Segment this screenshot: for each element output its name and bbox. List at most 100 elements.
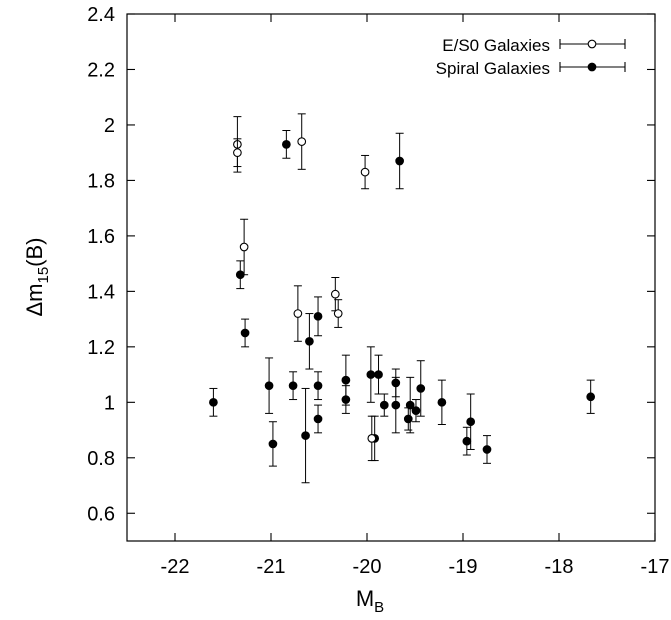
x-tick-label: -19 [449, 556, 478, 578]
spiral-galaxy-point [209, 387, 218, 417]
filled-circle-marker [313, 414, 323, 424]
es0-galaxy-point [333, 299, 343, 328]
x-axis-ticks: -22 -21 -20 -19 -18 -17 [161, 14, 670, 578]
open-circle-marker [333, 309, 343, 318]
y-axis-ticks: 0.6 0.8 1 1.2 1.4 1.6 1.8 2 2.2 2.4 [87, 4, 655, 525]
spiral-galaxy-point [268, 421, 278, 467]
filled-circle-marker [240, 328, 250, 338]
y-tick-label: 1 [104, 392, 115, 414]
filled-circle-marker [395, 156, 404, 166]
x-axis-title-main: M [356, 586, 374, 611]
es0-galaxy-point [360, 154, 370, 190]
y-tick-label: 1.6 [87, 226, 115, 248]
y-axis-title-suffix: (B) [22, 237, 47, 266]
filled-circle-marker [313, 381, 323, 391]
filled-circle-marker [482, 445, 492, 454]
spiral-galaxy-point [313, 404, 323, 434]
x-tick-label: -20 [353, 556, 382, 578]
filled-circle-marker [313, 311, 323, 321]
y-tick-label: 1.8 [87, 170, 115, 192]
filled-circle-marker [586, 392, 596, 402]
spiral-galaxy-point [462, 426, 472, 456]
spiral-galaxy-point [403, 407, 413, 431]
es0-galaxy-point [293, 285, 303, 342]
y-axis-title: Δm15(B) [22, 237, 52, 316]
legend: E/S0 Galaxies Spiral Galaxies [436, 36, 626, 78]
x-tick-label: -21 [257, 556, 286, 578]
filled-circle-marker [411, 406, 421, 415]
filled-circle-marker [391, 400, 401, 410]
filled-circle-marker [366, 370, 376, 379]
filled-circle-marker [268, 439, 278, 449]
y-axis-title-prefix: Δm [22, 283, 47, 316]
filled-circle-marker [305, 336, 314, 346]
open-circle-marker [367, 434, 377, 443]
open-circle-marker [297, 137, 307, 146]
filled-circle-marker [264, 381, 274, 391]
filled-circle-marker [405, 400, 415, 410]
open-circle-marker [233, 148, 242, 158]
filled-circle-marker [341, 375, 351, 385]
x-tick-label: -18 [545, 556, 574, 578]
filled-circle-marker [341, 395, 351, 404]
spiral-galaxy-point [379, 393, 389, 417]
filled-circle-marker [416, 384, 426, 393]
filled-circle-marker [374, 370, 383, 379]
x-tick-label: -17 [641, 556, 670, 578]
spiral-galaxy-point [374, 354, 383, 395]
plot-frame [126, 13, 656, 542]
spiral-galaxy-point [313, 296, 323, 337]
filled-circle-marker [301, 431, 310, 440]
filled-circle-marker [466, 417, 476, 427]
spiral-galaxy-point [437, 379, 447, 426]
legend-open-circle-marker [587, 39, 597, 49]
spiral-galaxy-point [282, 129, 291, 159]
spiral-galaxy-point [288, 371, 298, 401]
es0-galaxy-point [367, 415, 377, 462]
spiral-galaxy-point [313, 371, 323, 401]
es0-galaxy-point [239, 218, 249, 276]
filled-circle-marker [379, 400, 389, 410]
open-circle-marker [330, 289, 340, 299]
x-axis-title: MB [356, 586, 384, 616]
filled-circle-marker [462, 436, 472, 446]
spiral-galaxy-point [240, 318, 250, 348]
open-circle-marker [360, 167, 370, 177]
filled-circle-marker [282, 140, 291, 149]
spiral-galaxy-point [305, 313, 314, 370]
x-axis-title-sub: B [374, 599, 384, 616]
y-axis-title-sub: 15 [35, 267, 52, 284]
legend-label-es0: E/S0 Galaxies [442, 36, 550, 55]
legend-sample-es0 [559, 39, 626, 49]
filled-circle-marker [209, 397, 218, 407]
spiral-galaxy-point [416, 360, 426, 417]
data-points [209, 113, 596, 484]
y-tick-label: 2.4 [87, 4, 115, 26]
open-circle-marker [293, 309, 303, 318]
spiral-galaxy-point [341, 385, 351, 414]
legend-sample-spiral [559, 62, 626, 72]
filled-circle-marker [288, 381, 298, 391]
y-tick-label: 0.8 [87, 448, 115, 470]
y-tick-label: 1.2 [87, 337, 115, 359]
y-tick-label: 2.2 [87, 59, 115, 81]
open-circle-marker [239, 242, 249, 252]
spiral-galaxy-point [391, 376, 401, 434]
spiral-galaxy-point [405, 376, 415, 434]
filled-circle-marker [437, 397, 447, 407]
spiral-galaxy-point [366, 346, 376, 403]
es0-galaxy-point [233, 138, 242, 168]
spiral-galaxy-point [411, 399, 421, 423]
legend-label-spiral: Spiral Galaxies [436, 59, 550, 78]
legend-filled-circle-marker [587, 62, 597, 72]
spiral-galaxy-point [482, 435, 492, 464]
spiral-galaxy-point [301, 387, 310, 484]
spiral-galaxy-point [466, 393, 476, 450]
spiral-galaxy-point [586, 379, 596, 414]
spiral-galaxy-point [395, 132, 404, 190]
es0-galaxy-point [297, 113, 307, 170]
filled-circle-marker [403, 414, 413, 424]
y-tick-label: 2 [104, 115, 115, 137]
y-tick-label: 1.4 [87, 281, 115, 303]
